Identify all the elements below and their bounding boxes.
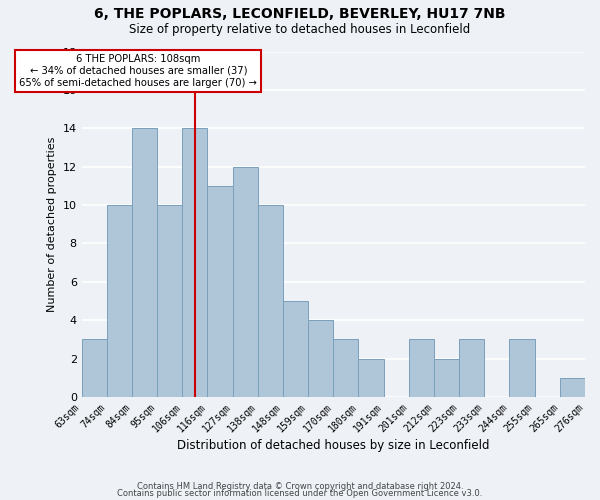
Bar [358,358,383,397]
Text: Contains public sector information licensed under the Open Government Licence v3: Contains public sector information licen… [118,489,482,498]
Bar [334,340,358,397]
Bar [560,378,585,397]
Bar [258,205,283,397]
Bar [459,340,484,397]
Text: Contains HM Land Registry data © Crown copyright and database right 2024.: Contains HM Land Registry data © Crown c… [137,482,463,491]
Bar [208,186,233,397]
Text: Size of property relative to detached houses in Leconfield: Size of property relative to detached ho… [130,22,470,36]
Bar [233,166,258,397]
Bar [283,301,308,397]
Bar [308,320,334,397]
Bar [409,340,434,397]
Bar [509,340,535,397]
Text: 6 THE POPLARS: 108sqm
← 34% of detached houses are smaller (37)
65% of semi-deta: 6 THE POPLARS: 108sqm ← 34% of detached … [19,54,257,88]
Bar [434,358,459,397]
Bar [107,205,132,397]
Bar [82,340,107,397]
Bar [182,128,208,397]
X-axis label: Distribution of detached houses by size in Leconfield: Distribution of detached houses by size … [177,440,490,452]
Text: 6, THE POPLARS, LECONFIELD, BEVERLEY, HU17 7NB: 6, THE POPLARS, LECONFIELD, BEVERLEY, HU… [94,8,506,22]
Bar [157,205,182,397]
Y-axis label: Number of detached properties: Number of detached properties [47,136,57,312]
Bar [132,128,157,397]
